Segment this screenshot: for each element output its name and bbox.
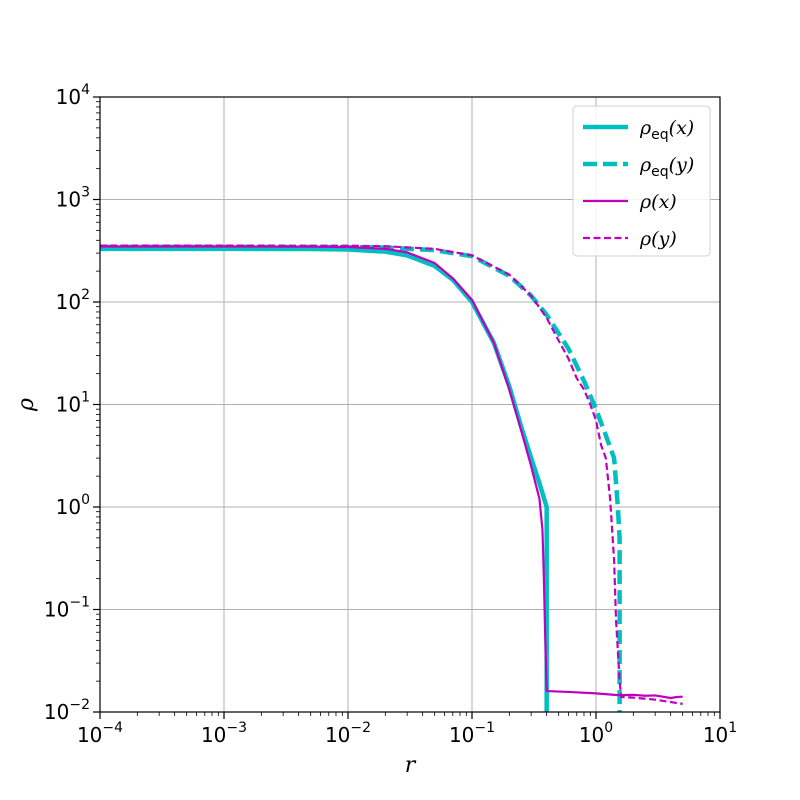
x-tick-label: 10−3: [201, 720, 247, 747]
x-tick-label: 10−1: [449, 720, 495, 747]
grid: [99, 96, 721, 713]
x-tick-label: 10−2: [325, 720, 371, 747]
legend: ρeq(x) ρeq(y) ρ(x) ρ(y): [572, 105, 711, 257]
y-tick-label: 10−2: [44, 697, 90, 724]
y-tick-label: 104: [56, 82, 90, 109]
legend-label-4: ρ(y): [639, 228, 677, 250]
y-tick-label: 100: [56, 492, 90, 519]
y-tick-label: 103: [56, 185, 90, 212]
y-axis-label: ρ: [14, 398, 39, 412]
y-tick-label: 102: [56, 287, 90, 314]
series-line-4: [100, 244, 683, 705]
legend-box: [572, 105, 711, 257]
legend-label-3: ρ(x): [639, 191, 677, 213]
ticks: 10−4 10−3 10−2 10−1 100 101 10−2 10−1 100 101 102 1…: [44, 82, 737, 747]
series-line-3: [100, 245, 683, 700]
series-line-2: [100, 244, 622, 712]
x-tick-label: 101: [703, 720, 737, 747]
x-tick-label: 100: [579, 720, 613, 747]
legend-label-2: ρeq(y): [639, 154, 694, 180]
y-tick-label: 101: [56, 390, 90, 417]
legend-label-1: ρeq(x): [639, 117, 694, 143]
series-layer: [100, 244, 683, 712]
y-tick-label: 10−1: [44, 595, 90, 622]
x-tick-label: 10−4: [77, 720, 123, 747]
x-axis-label: r: [405, 753, 417, 778]
